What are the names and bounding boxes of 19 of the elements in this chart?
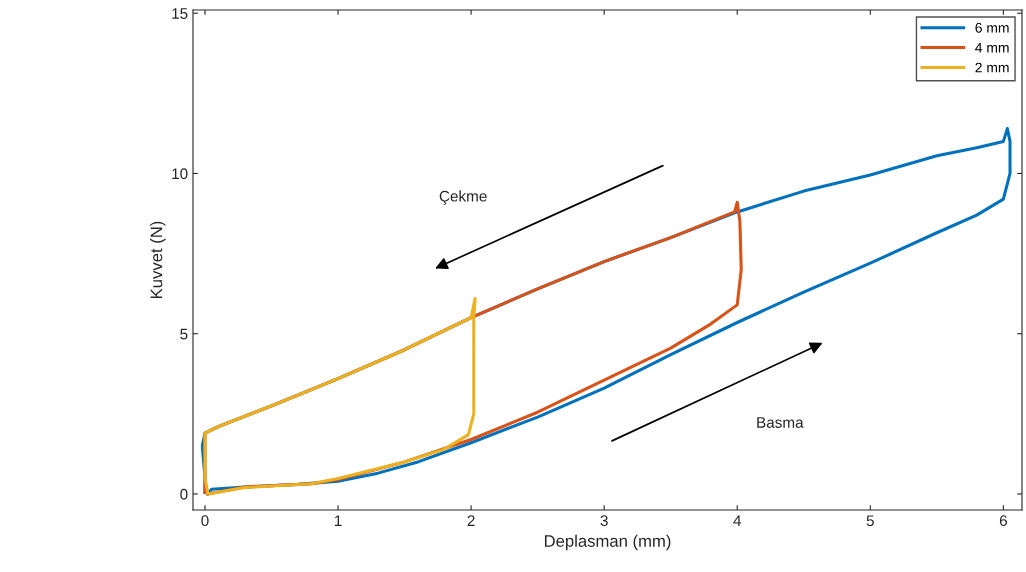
legend-label: 6 mm — [975, 22, 1009, 33]
y-tick-label: 5 — [180, 328, 188, 340]
x-tick-label: 5 — [866, 515, 874, 527]
y-axis-title: Kuvvet (N) — [150, 221, 166, 298]
legend-label: 2 mm — [975, 62, 1009, 73]
x-axis-title: Deplasman (mm) — [544, 534, 671, 551]
x-tick-label: 3 — [600, 515, 608, 527]
x-tick-label: 1 — [334, 515, 342, 526]
x-tick-label: 6 — [999, 515, 1007, 527]
y-tick-label: 0 — [180, 488, 188, 500]
legend-label: 4 mm — [975, 42, 1009, 53]
y-tick-label: 10 — [172, 168, 188, 180]
annotation: Basma — [757, 417, 804, 428]
annotation: Çekme — [439, 190, 487, 205]
y-tick-label: 15 — [172, 8, 188, 19]
x-tick-label: 2 — [467, 515, 475, 526]
x-tick-label: 4 — [733, 515, 742, 526]
line-series — [203, 296, 477, 496]
x-tick-label: 0 — [201, 515, 209, 527]
